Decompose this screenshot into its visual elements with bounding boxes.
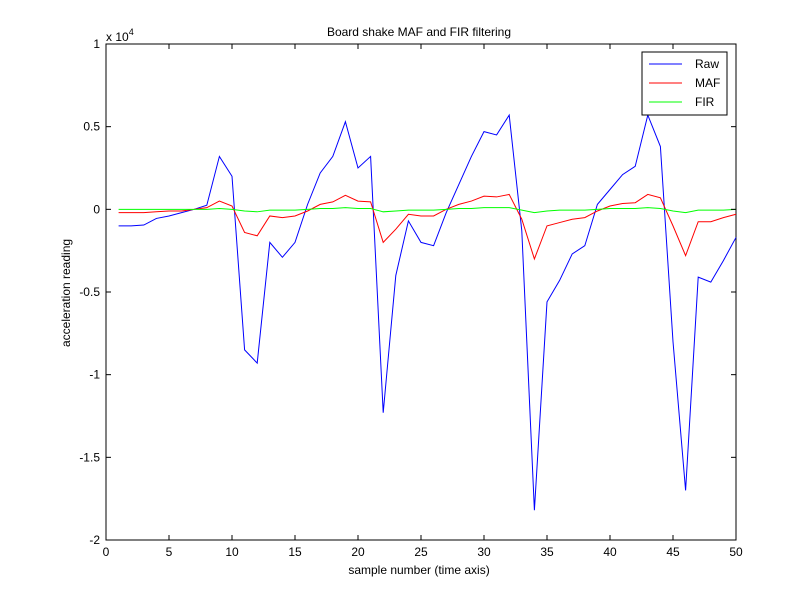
x-tick-label: 35: [540, 545, 554, 559]
x-tick-label: 25: [414, 545, 428, 559]
x-tick-label: 40: [603, 545, 617, 559]
x-axis-label: sample number (time axis): [348, 563, 489, 577]
y-tick-label: -2: [89, 533, 100, 547]
y-tick-label: -1.5: [79, 450, 100, 464]
legend-label-raw: Raw: [695, 57, 719, 71]
series-line-raw: [118, 113, 737, 511]
y-axis-ticks: -2 -1.5 -1 -0.5 0 0.5 1: [79, 37, 736, 547]
y-tick-label: 1: [93, 37, 100, 51]
y-exponent-label: x 104: [106, 27, 134, 44]
y-tick-label: -0.5: [79, 285, 100, 299]
series-layer: [118, 113, 737, 511]
y-tick-label: 0: [93, 202, 100, 216]
legend: Raw MAF FIR: [641, 51, 728, 116]
plot-area: [105, 43, 737, 541]
x-tick-label: 20: [351, 545, 365, 559]
x-tick-label: 10: [225, 545, 239, 559]
x-tick-label: 0: [103, 545, 110, 559]
x-tick-label: 45: [666, 545, 680, 559]
x-axis-ticks: 0 5 10 15 20 25 30 35 40 45 50: [103, 44, 743, 559]
legend-label-maf: MAF: [695, 76, 720, 90]
chart-title: Board shake MAF and FIR filtering: [327, 25, 511, 39]
y-axis-label: acceleration reading: [59, 239, 73, 347]
series-line-maf: [118, 193, 737, 261]
x-tick-label: 5: [166, 545, 173, 559]
x-tick-label: 30: [477, 545, 491, 559]
series-line-fir: [118, 207, 737, 214]
y-tick-label: -1: [89, 368, 100, 382]
y-multiplier-text: x 10: [106, 30, 129, 44]
legend-label-fir: FIR: [695, 95, 715, 109]
x-tick-label: 50: [729, 545, 743, 559]
axes: 0 5 10 15 20 25 30 35 40 45 50 -2 -1.5 -1 -0.5 0 0.5 1: [79, 37, 743, 559]
x-tick-label: 15: [288, 545, 302, 559]
y-tick-label: 0.5: [83, 120, 100, 134]
y-exponent-text: 4: [129, 27, 134, 37]
